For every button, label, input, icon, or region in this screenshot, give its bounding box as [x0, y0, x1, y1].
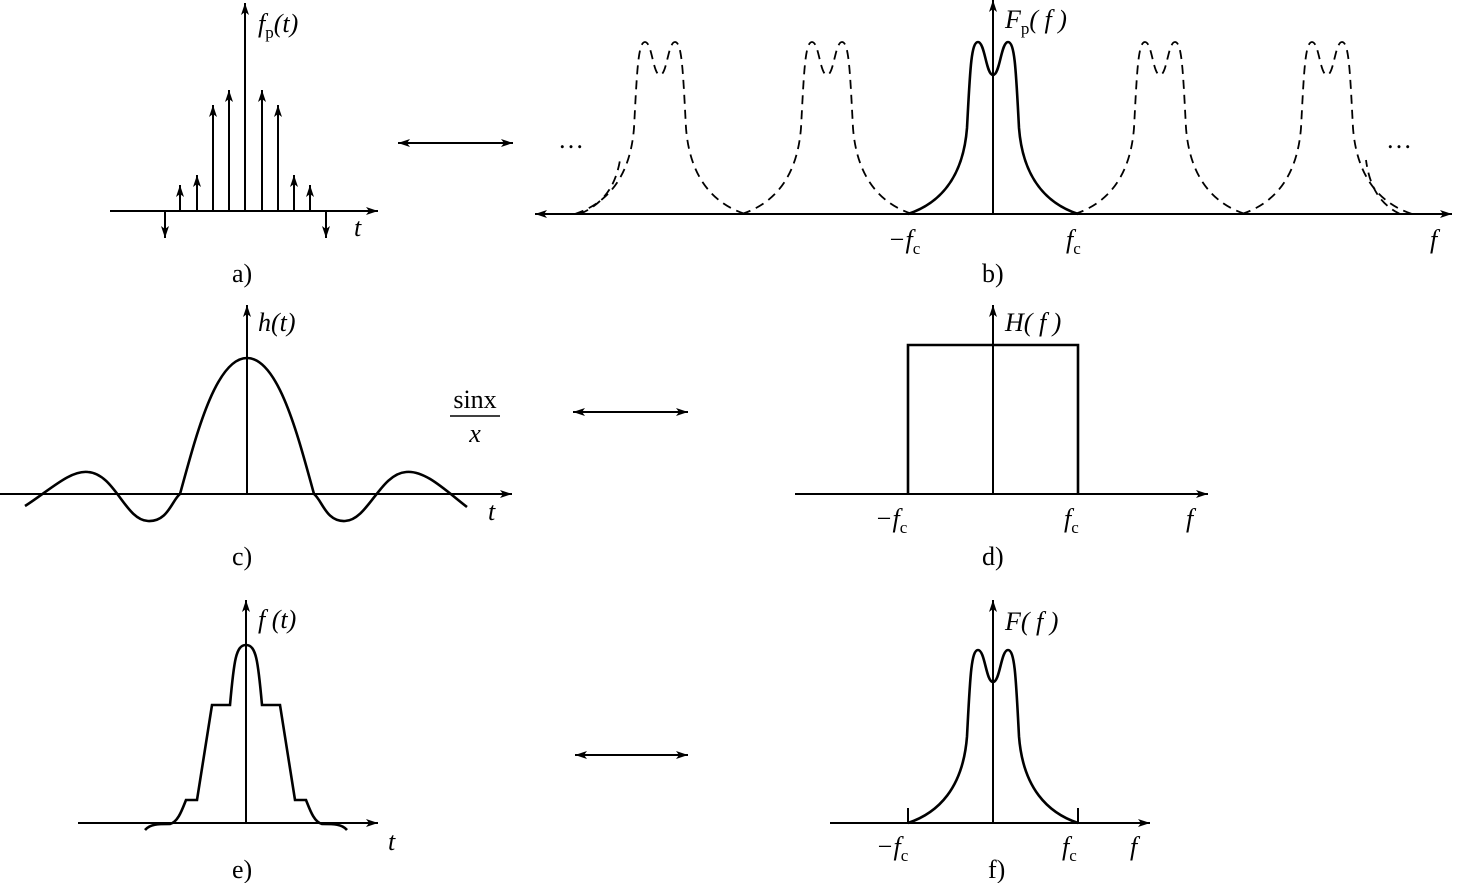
signal-curve: [144, 643, 348, 831]
caption: a): [232, 259, 252, 288]
tick-label: −fc: [875, 504, 908, 537]
x-label: f: [1186, 504, 1197, 533]
formula-denominator: x: [468, 419, 481, 448]
y-label: H( f ): [1004, 308, 1061, 337]
y-label: fp(t): [258, 9, 298, 42]
y-label: F( f ): [1004, 607, 1058, 636]
tick-label: −fc: [876, 832, 909, 865]
spectrum-edge: [579, 159, 621, 215]
spectrum-edge: [1365, 159, 1401, 215]
ellipsis: …: [1386, 125, 1412, 154]
spectrum-replica: [741, 41, 913, 215]
panel-a: fp(t) t a): [110, 3, 378, 288]
rect-filter: [906, 343, 1080, 494]
y-label: h(t): [258, 308, 296, 337]
tick-label: fc: [1064, 504, 1079, 537]
caption: f): [988, 855, 1005, 883]
panel-b: Fp( f ) −fc fc f … … b): [535, 0, 1452, 288]
spectrum-replica: [1241, 41, 1413, 215]
tick-label: fc: [1062, 832, 1077, 865]
x-label: t: [388, 827, 396, 856]
caption: c): [232, 542, 252, 571]
y-label: f (t): [258, 605, 296, 634]
spectrum-replica: [1074, 41, 1246, 215]
ellipsis: …: [558, 125, 584, 154]
panel-f: −fc fc f F( f ) f): [830, 600, 1150, 883]
tick-label: fc: [1066, 225, 1081, 258]
caption: d): [982, 542, 1004, 571]
caption: b): [982, 259, 1004, 288]
x-label: t: [354, 213, 362, 242]
x-label: f: [1430, 225, 1441, 254]
panel-c: h(t) t c) sinx x: [0, 305, 512, 571]
panel-e: f (t) t e): [78, 600, 396, 883]
panel-d: H( f ) −fc fc f d): [795, 305, 1208, 571]
impulses: [161, 90, 330, 238]
x-label: f: [1130, 832, 1141, 861]
sinc-curve: [24, 356, 468, 523]
spectrum-main: [907, 40, 1079, 216]
x-label: t: [488, 497, 496, 526]
tick-label: −fc: [888, 225, 921, 258]
caption: e): [232, 855, 252, 883]
spectrum-replica: [574, 41, 746, 215]
spectrum: [907, 648, 1079, 825]
y-label: Fp( f ): [1004, 5, 1067, 38]
formula-numerator: sinx: [453, 385, 496, 414]
